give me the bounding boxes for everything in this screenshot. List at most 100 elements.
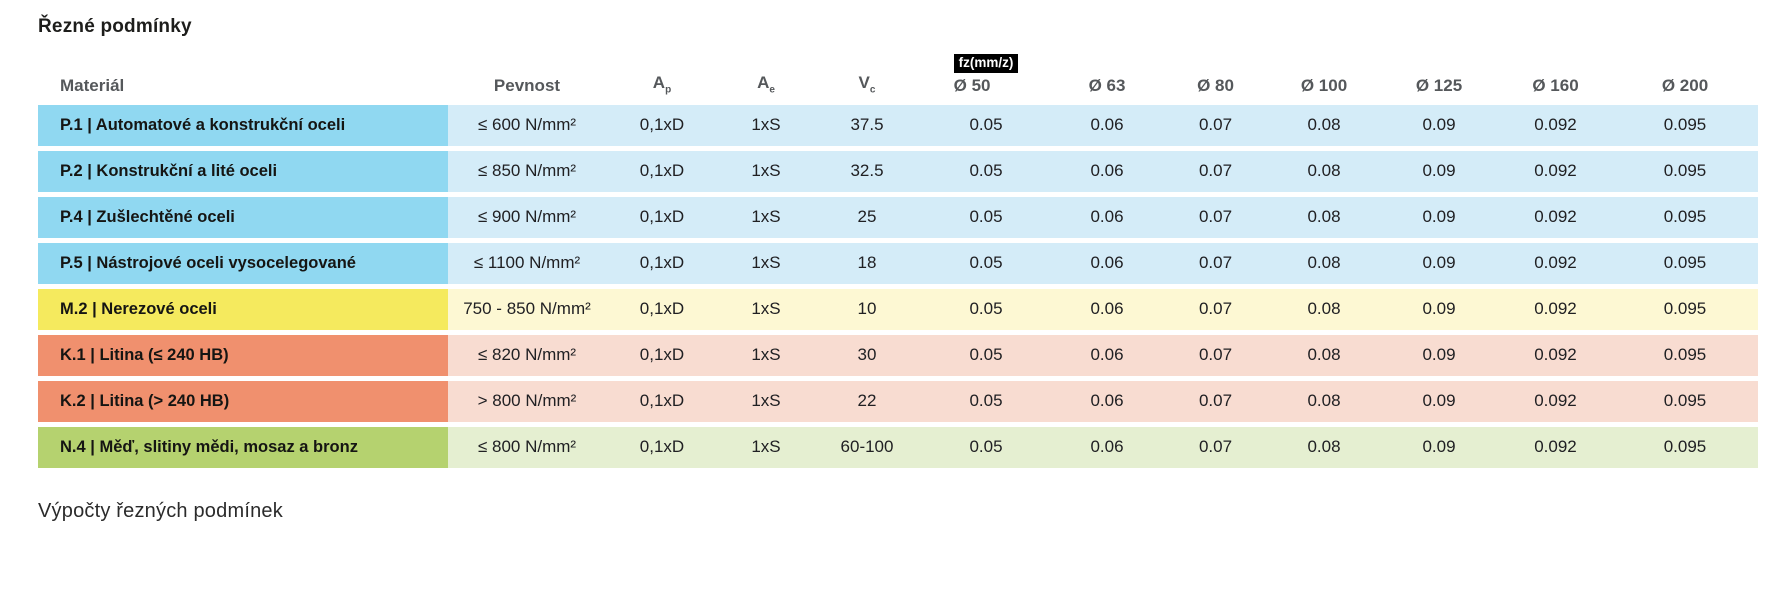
pevnost-cell: ≤ 820 N/mm² — [448, 334, 606, 376]
material-cell: P.5 | Nástrojové oceli vysocelegované — [38, 242, 448, 284]
fz-cell: 0.06 — [1052, 196, 1162, 238]
pevnost-cell: ≤ 850 N/mm² — [448, 150, 606, 192]
fz-cell: 0.09 — [1379, 196, 1499, 238]
pevnost-cell: ≤ 800 N/mm² — [448, 426, 606, 468]
ap-cell: 0,1xD — [606, 104, 718, 146]
fz-cell: 0.095 — [1612, 334, 1758, 376]
ap-cell: 0,1xD — [606, 150, 718, 192]
ae-cell: 1xS — [718, 104, 814, 146]
column-header-d63: Ø 63 — [1088, 75, 1126, 95]
fz-cell: 0.095 — [1612, 288, 1758, 330]
column-header-d50-label: Ø 50 — [953, 75, 991, 95]
fz-cell: 0.08 — [1269, 380, 1379, 422]
fz-cell: 0.09 — [1379, 104, 1499, 146]
fz-cell: 0.09 — [1379, 426, 1499, 468]
vc-cell: 37.5 — [814, 104, 920, 146]
fz-cell: 0.08 — [1269, 288, 1379, 330]
material-cell: P.4 | Zušlechtěné oceli — [38, 196, 448, 238]
table-row: M.2 | Nerezové oceli 750 - 850 N/mm² 0,1… — [38, 288, 1758, 330]
fz-cell: 0.09 — [1379, 288, 1499, 330]
table-row: P.4 | Zušlechtěné oceli ≤ 900 N/mm² 0,1x… — [38, 196, 1758, 238]
pevnost-cell: 750 - 850 N/mm² — [448, 288, 606, 330]
fz-cell: 0.095 — [1612, 150, 1758, 192]
ap-cell: 0,1xD — [606, 334, 718, 376]
ap-cell: 0,1xD — [606, 380, 718, 422]
ae-cell: 1xS — [718, 426, 814, 468]
fz-cell: 0.09 — [1379, 334, 1499, 376]
table-row: P.1 | Automatové a konstrukční oceli ≤ 6… — [38, 104, 1758, 146]
fz-cell: 0.092 — [1499, 380, 1612, 422]
column-header-d50: fz(mm/z) Ø 50 — [920, 52, 1052, 100]
column-header-ap: Ap — [652, 73, 672, 96]
fz-cell: 0.095 — [1612, 380, 1758, 422]
fz-cell: 0.09 — [1379, 150, 1499, 192]
ae-cell: 1xS — [718, 242, 814, 284]
pevnost-cell: ≤ 600 N/mm² — [448, 104, 606, 146]
fz-cell: 0.07 — [1162, 288, 1269, 330]
ae-cell: 1xS — [718, 288, 814, 330]
table-row: P.5 | Nástrojové oceli vysocelegované ≤ … — [38, 242, 1758, 284]
fz-cell: 0.095 — [1612, 426, 1758, 468]
fz-cell: 0.08 — [1269, 426, 1379, 468]
pevnost-cell: ≤ 900 N/mm² — [448, 196, 606, 238]
fz-cell: 0.08 — [1269, 334, 1379, 376]
ae-cell: 1xS — [718, 196, 814, 238]
section-heading-calculations: Výpočty řezných podmínek — [38, 499, 283, 522]
pevnost-cell: > 800 N/mm² — [448, 380, 606, 422]
fz-cell: 0.092 — [1499, 288, 1612, 330]
vc-cell: 60-100 — [814, 426, 920, 468]
vc-cell: 18 — [814, 242, 920, 284]
fz-cell: 0.095 — [1612, 104, 1758, 146]
column-header-vc: Vc — [858, 73, 876, 96]
ae-cell: 1xS — [718, 380, 814, 422]
vc-cell: 30 — [814, 334, 920, 376]
fz-cell: 0.07 — [1162, 426, 1269, 468]
fz-cell: 0.05 — [920, 426, 1052, 468]
fz-cell: 0.07 — [1162, 196, 1269, 238]
fz-cell: 0.092 — [1499, 196, 1612, 238]
cutting-conditions-table: Materiál Pevnost Ap Ae Vc fz(mm/z) Ø 50 … — [38, 47, 1758, 473]
material-cell: K.2 | Litina (> 240 HB) — [38, 380, 448, 422]
ap-cell: 0,1xD — [606, 426, 718, 468]
fz-cell: 0.095 — [1612, 242, 1758, 284]
fz-cell: 0.09 — [1379, 380, 1499, 422]
fz-cell: 0.06 — [1052, 380, 1162, 422]
ap-cell: 0,1xD — [606, 242, 718, 284]
fz-cell: 0.07 — [1162, 334, 1269, 376]
fz-unit-badge: fz(mm/z) — [953, 54, 1019, 73]
fz-cell: 0.05 — [920, 334, 1052, 376]
fz-cell: 0.09 — [1379, 242, 1499, 284]
fz-cell: 0.06 — [1052, 104, 1162, 146]
fz-cell: 0.07 — [1162, 150, 1269, 192]
column-header-d200: Ø 200 — [1661, 75, 1709, 95]
fz-cell: 0.05 — [920, 150, 1052, 192]
fz-cell: 0.06 — [1052, 242, 1162, 284]
fz-cell: 0.07 — [1162, 242, 1269, 284]
fz-cell: 0.092 — [1499, 150, 1612, 192]
column-header-material: Materiál — [60, 75, 125, 95]
column-header-d125: Ø 125 — [1415, 75, 1463, 95]
table-row: N.4 | Měď, slitiny mědi, mosaz a bronz ≤… — [38, 426, 1758, 468]
page-title: Řezné podmínky — [38, 16, 192, 37]
fz-cell: 0.05 — [920, 242, 1052, 284]
ae-cell: 1xS — [718, 150, 814, 192]
material-cell: P.1 | Automatové a konstrukční oceli — [38, 104, 448, 146]
column-header-ae: Ae — [757, 73, 775, 96]
table-header-row: Materiál Pevnost Ap Ae Vc fz(mm/z) Ø 50 … — [38, 52, 1758, 100]
column-header-d100: Ø 100 — [1300, 75, 1348, 95]
fz-cell: 0.06 — [1052, 150, 1162, 192]
table-row: P.2 | Konstrukční a lité oceli ≤ 850 N/m… — [38, 150, 1758, 192]
table-row: K.2 | Litina (> 240 HB) > 800 N/mm² 0,1x… — [38, 380, 1758, 422]
fz-cell: 0.08 — [1269, 196, 1379, 238]
fz-cell: 0.08 — [1269, 104, 1379, 146]
fz-cell: 0.05 — [920, 380, 1052, 422]
fz-cell: 0.092 — [1499, 242, 1612, 284]
ap-cell: 0,1xD — [606, 196, 718, 238]
vc-cell: 10 — [814, 288, 920, 330]
fz-cell: 0.05 — [920, 196, 1052, 238]
material-cell: P.2 | Konstrukční a lité oceli — [38, 150, 448, 192]
fz-cell: 0.095 — [1612, 196, 1758, 238]
material-cell: M.2 | Nerezové oceli — [38, 288, 448, 330]
vc-cell: 25 — [814, 196, 920, 238]
